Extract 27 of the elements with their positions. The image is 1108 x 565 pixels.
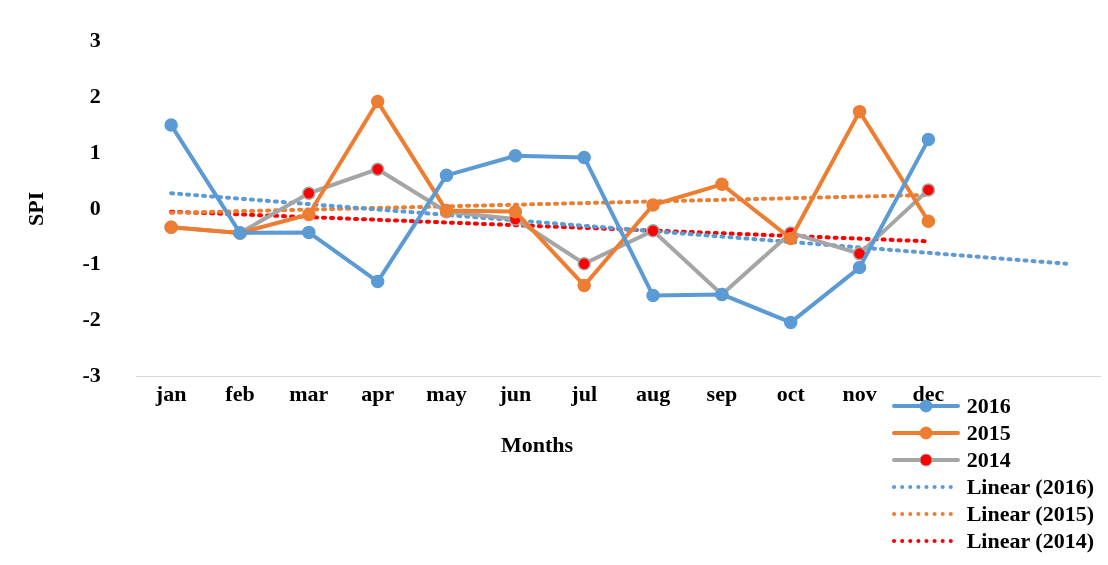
legend-label: 2014: [966, 446, 1011, 473]
x-tick-label: aug: [635, 381, 671, 407]
y-tick-label: 0: [89, 194, 101, 220]
legend-label: 2016: [966, 392, 1011, 419]
y-tick-label: -1: [82, 250, 101, 276]
legend-label: Linear (2015): [966, 500, 1094, 527]
legend-label: Linear (2016): [966, 473, 1094, 500]
y-axis-title: SPI: [22, 191, 48, 227]
x-tick-label: apr: [361, 381, 395, 407]
x-tick-label: feb: [225, 381, 255, 407]
y-tick-label: 1: [89, 138, 101, 164]
y-tick-label: -3: [82, 362, 101, 388]
x-tick-label: mar: [289, 381, 329, 407]
x-tick-label: jul: [570, 381, 598, 407]
x-tick-label: sep: [706, 381, 738, 407]
x-tick-label: nov: [842, 381, 877, 407]
y-tick-label: -2: [82, 306, 101, 332]
legend-label: 2015: [966, 419, 1011, 446]
x-tick-label: dec: [912, 381, 945, 407]
x-tick-label: oct: [776, 381, 806, 407]
x-tick-label: jan: [154, 381, 187, 407]
y-tick-label: 2: [89, 82, 101, 108]
x-axis-title: Months: [500, 431, 574, 457]
legend-label: Linear (2014): [966, 527, 1094, 554]
x-tick-label: jun: [498, 381, 532, 407]
x-tick-label: may: [426, 381, 467, 407]
y-tick-label: 3: [89, 26, 101, 52]
